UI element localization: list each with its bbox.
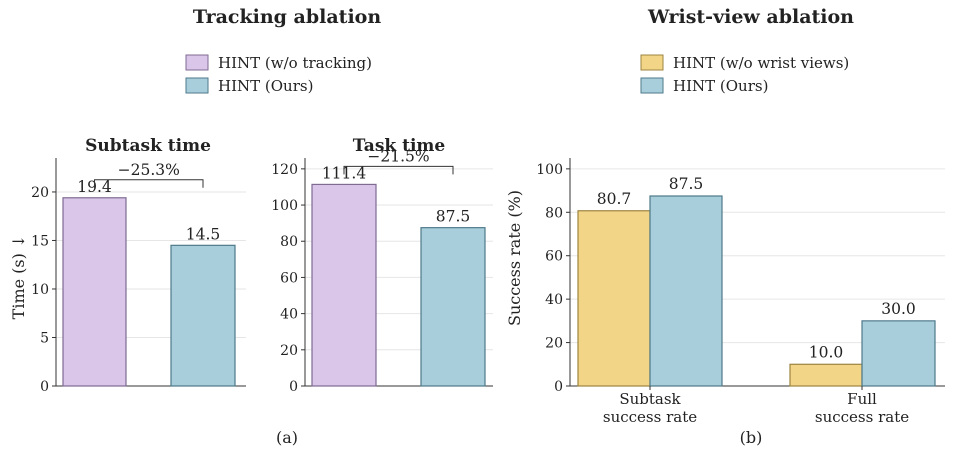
diff-annotation: −25.3% xyxy=(118,161,180,179)
right-legend-label-0: HINT (w/o wrist views) xyxy=(673,54,849,72)
subtask-time-ylabel: Time (s) ↓ xyxy=(9,235,28,320)
bar xyxy=(62,197,127,387)
diff-annotation: −21.5% xyxy=(367,147,429,165)
ytick-label: 60 xyxy=(280,270,298,286)
xtick-label: Subtask success rate xyxy=(603,390,697,426)
bar-value-label: 80.7 xyxy=(597,190,632,208)
left-legend-label-1: HINT (Ours) xyxy=(218,77,313,95)
bar-value-label: 87.5 xyxy=(436,208,471,226)
bar-value-label: 10.0 xyxy=(809,343,844,361)
diff-bracket xyxy=(343,165,454,175)
ytick-label: 0 xyxy=(289,379,298,395)
bar xyxy=(311,183,377,387)
left-legend: HINT (w/o tracking) HINT (Ours) xyxy=(185,54,372,95)
bar-value-label: 14.5 xyxy=(186,225,221,243)
bar-value-label: 30.0 xyxy=(881,300,916,318)
ytick-label: 40 xyxy=(545,292,563,308)
right-legend: HINT (w/o wrist views) HINT (Ours) xyxy=(640,54,849,95)
ytick-label: 5 xyxy=(40,330,49,346)
right-legend-swatch-blue xyxy=(640,77,664,94)
bar xyxy=(649,195,723,387)
left-panel-title: Tracking ablation xyxy=(193,6,382,28)
task-time-title: Task time xyxy=(353,136,446,156)
bar xyxy=(420,227,486,387)
ytick-label: 100 xyxy=(536,162,563,178)
ytick-label: 0 xyxy=(554,379,563,395)
ytick-label: 0 xyxy=(40,379,49,395)
subtask-time-title: Subtask time xyxy=(85,136,211,156)
left-legend-swatch-purple xyxy=(185,54,209,71)
bar xyxy=(861,320,936,387)
ytick-label: 20 xyxy=(280,343,298,359)
success-rate-ylabel: Success rate (%) xyxy=(505,190,524,326)
ytick-label: 120 xyxy=(271,162,298,178)
xtick-label: Full success rate xyxy=(815,390,909,426)
ytick-label: 100 xyxy=(271,198,298,214)
bar xyxy=(577,210,651,387)
left-legend-label-0: HINT (w/o tracking) xyxy=(218,54,372,72)
bar-value-label: 87.5 xyxy=(669,175,704,193)
ytick-label: 20 xyxy=(545,336,563,352)
left-legend-swatch-blue xyxy=(185,77,209,94)
ytick-label: 10 xyxy=(31,282,49,298)
caption-a: (a) xyxy=(276,428,298,447)
right-legend-label-1: HINT (Ours) xyxy=(673,77,768,95)
ytick-label: 15 xyxy=(31,233,49,249)
diff-bracket xyxy=(94,179,204,188)
caption-b: (b) xyxy=(740,428,763,447)
success-rate-chart: 0 20 40 60 80 100 80.7 10.0 87.5 30.0 Subtask succe… xyxy=(536,158,945,426)
bar xyxy=(789,363,863,387)
ytick-label: 60 xyxy=(545,249,563,265)
bar xyxy=(170,244,236,387)
ytick-label: 80 xyxy=(280,234,298,250)
ytick-label: 40 xyxy=(280,307,298,323)
ytick-label: 80 xyxy=(545,205,563,221)
ytick-label: 20 xyxy=(31,185,49,201)
right-legend-swatch-yellow xyxy=(640,54,664,71)
right-panel-title: Wrist-view ablation xyxy=(647,6,854,28)
